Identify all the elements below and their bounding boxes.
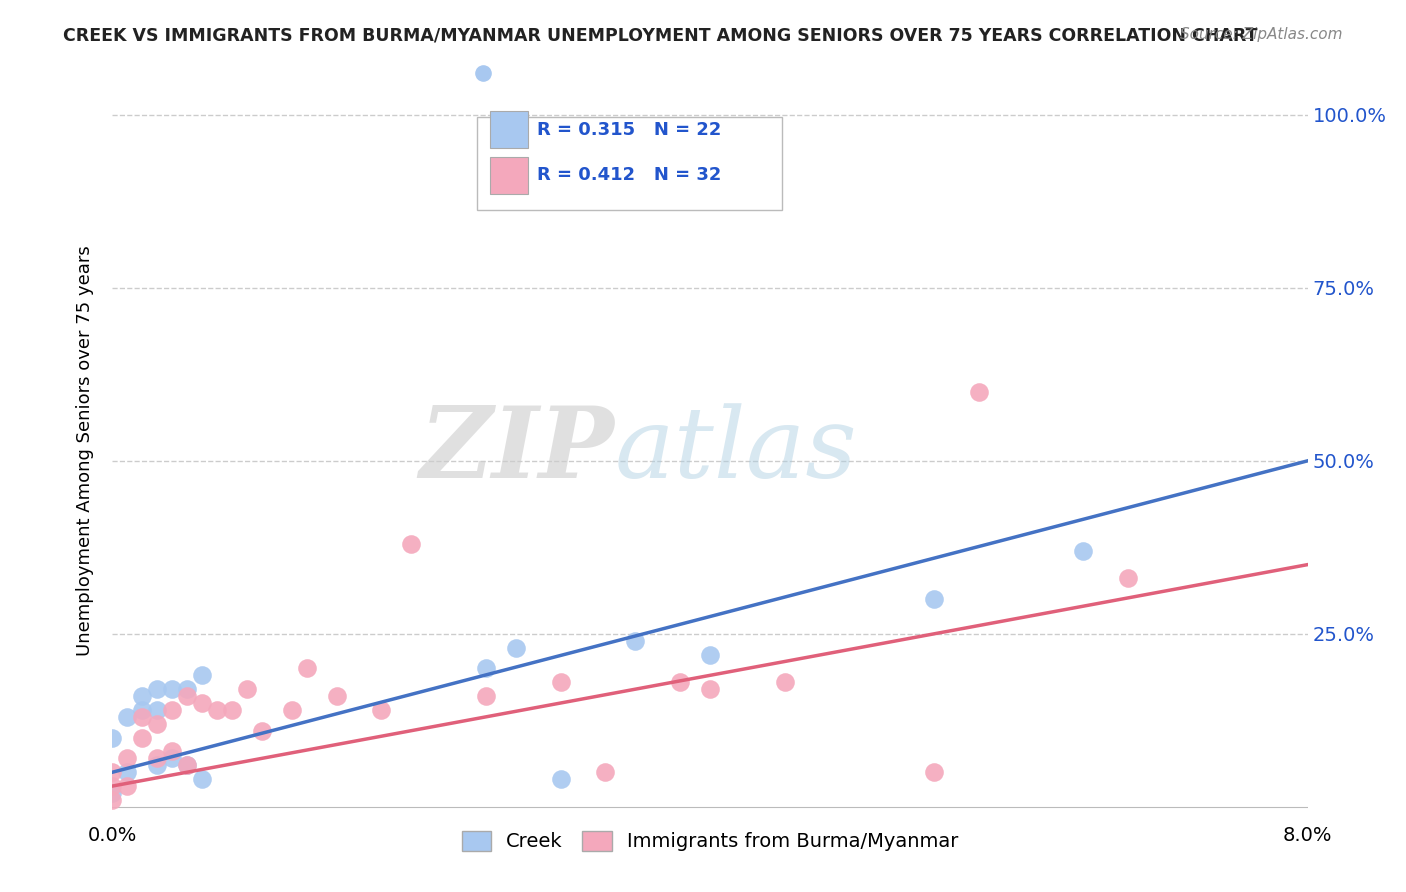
Legend: Creek, Immigrants from Burma/Myanmar: Creek, Immigrants from Burma/Myanmar bbox=[454, 823, 966, 859]
Point bbox=[295, 661, 318, 675]
Point bbox=[101, 793, 124, 807]
Point bbox=[669, 675, 692, 690]
Point bbox=[699, 648, 721, 662]
Point bbox=[176, 758, 198, 772]
Point bbox=[475, 661, 498, 675]
Point bbox=[773, 675, 796, 690]
Point bbox=[162, 751, 183, 765]
Text: Source: ZipAtlas.com: Source: ZipAtlas.com bbox=[1180, 27, 1343, 42]
Point bbox=[101, 779, 124, 793]
Point bbox=[281, 703, 304, 717]
Point bbox=[699, 682, 721, 697]
Point bbox=[117, 710, 139, 724]
FancyBboxPatch shape bbox=[491, 157, 529, 194]
Point bbox=[205, 703, 228, 717]
Point bbox=[131, 689, 153, 703]
Point bbox=[162, 682, 183, 697]
Point bbox=[146, 758, 169, 772]
Point bbox=[131, 731, 153, 745]
Point bbox=[146, 682, 169, 697]
Point bbox=[176, 682, 198, 697]
Point bbox=[624, 633, 647, 648]
Point bbox=[1073, 543, 1095, 558]
Point bbox=[475, 689, 498, 703]
Point bbox=[191, 668, 214, 682]
Point bbox=[550, 675, 572, 690]
Point bbox=[146, 703, 169, 717]
Text: atlas: atlas bbox=[614, 403, 858, 498]
Point bbox=[117, 751, 139, 765]
Point bbox=[505, 640, 527, 655]
Point bbox=[191, 772, 214, 786]
Text: CREEK VS IMMIGRANTS FROM BURMA/MYANMAR UNEMPLOYMENT AMONG SENIORS OVER 75 YEARS : CREEK VS IMMIGRANTS FROM BURMA/MYANMAR U… bbox=[63, 27, 1258, 45]
FancyBboxPatch shape bbox=[477, 117, 782, 210]
Point bbox=[370, 703, 392, 717]
Point bbox=[250, 723, 273, 738]
Text: R = 0.412   N = 32: R = 0.412 N = 32 bbox=[537, 166, 721, 184]
Point bbox=[922, 765, 945, 780]
Point bbox=[1118, 572, 1140, 586]
Point bbox=[162, 744, 183, 758]
Point bbox=[176, 689, 198, 703]
Point bbox=[191, 696, 214, 710]
Point bbox=[236, 682, 259, 697]
Text: R = 0.315   N = 22: R = 0.315 N = 22 bbox=[537, 121, 721, 139]
Point bbox=[101, 786, 124, 800]
Point bbox=[146, 751, 169, 765]
Point bbox=[101, 765, 124, 780]
Point bbox=[176, 758, 198, 772]
Text: ZIP: ZIP bbox=[419, 402, 614, 499]
Point bbox=[162, 703, 183, 717]
Point bbox=[117, 765, 139, 780]
Point bbox=[401, 537, 423, 551]
Point bbox=[117, 779, 139, 793]
Y-axis label: Unemployment Among Seniors over 75 years: Unemployment Among Seniors over 75 years bbox=[76, 245, 94, 656]
Point bbox=[967, 384, 990, 399]
FancyBboxPatch shape bbox=[491, 111, 529, 148]
Point bbox=[325, 689, 347, 703]
Point bbox=[550, 772, 572, 786]
Point bbox=[146, 716, 169, 731]
Point bbox=[221, 703, 243, 717]
Point bbox=[131, 703, 153, 717]
Point bbox=[131, 710, 153, 724]
Point bbox=[922, 592, 945, 607]
Point bbox=[595, 765, 617, 780]
Point bbox=[101, 731, 124, 745]
